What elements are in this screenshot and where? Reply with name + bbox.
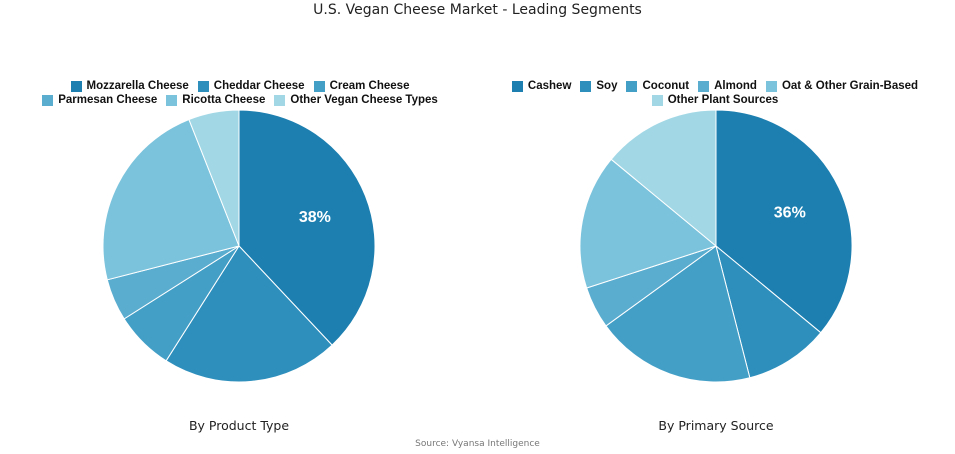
legend-item-mozzarella-cheese: Mozzarella Cheese	[70, 80, 189, 92]
legend-label: Almond	[714, 80, 757, 92]
legend-swatch	[651, 94, 663, 106]
legend-label: Soy	[596, 80, 618, 92]
legend-item-cashew: Cashew	[511, 80, 572, 92]
legend-item-almond: Almond	[698, 80, 757, 92]
pie-chart-product-type: 38%	[102, 109, 376, 383]
legend-label: Coconut	[642, 80, 690, 92]
pie-slice-cheddar-cheese	[165, 245, 333, 383]
legend-label: Other Plant Sources	[667, 94, 779, 106]
pie-chart-primary-source: 36%	[579, 109, 853, 383]
legend-label: Cashew	[527, 80, 572, 92]
pie-slice-coconut	[605, 245, 751, 383]
pie-slice-ricotta-cheese	[102, 118, 240, 281]
pie-slice-other-plant-sources	[610, 109, 717, 248]
legend-label: Mozzarella Cheese	[86, 80, 189, 92]
legend-item-coconut: Coconut	[626, 80, 689, 92]
legend-label: Cheddar Cheese	[213, 80, 305, 92]
legend-swatch	[580, 80, 592, 92]
legend-item-other-vegan-cheese-types: Other Vegan Cheese Types	[274, 94, 438, 106]
legend-item-other-plant-sources: Other Plant Sources	[651, 94, 779, 106]
axis-label-primary-source: By Primary Source	[658, 418, 774, 433]
legend-primary-source: Cashew Soy Coconut Almond Oat & Other Grain-…	[500, 80, 930, 106]
axis-label-product-type: By Product Type	[188, 418, 290, 433]
legend-label: Ricotta Cheese	[182, 94, 266, 106]
pie-slice-soy	[715, 244, 822, 379]
legend-item-parmesan-cheese: Parmesan Cheese	[42, 94, 157, 106]
legend-item-oat-and-other-grain-based: Oat & Other Grain-Based	[765, 80, 919, 92]
legend-item-soy: Soy	[580, 80, 617, 92]
legend-swatch	[166, 94, 178, 106]
legend-label: Cream Cheese	[329, 80, 410, 92]
legend-swatch	[70, 80, 82, 92]
legend-swatch	[313, 80, 325, 92]
legend-item-cheddar-cheese: Cheddar Cheese	[197, 80, 305, 92]
legend-item-ricotta-cheese: Ricotta Cheese	[166, 94, 265, 106]
pie-slice-other-vegan-cheese-types	[188, 109, 240, 247]
pie-slice-mozzarella-cheese	[238, 109, 376, 346]
legend-swatch	[698, 80, 710, 92]
pie-slice-cashew	[715, 109, 853, 334]
legend-label: Oat & Other Grain-Based	[781, 80, 919, 92]
legend-swatch	[765, 80, 777, 92]
legend-label: Other Vegan Cheese Types	[290, 94, 438, 106]
legend-swatch	[42, 94, 54, 106]
legend-swatch	[511, 80, 523, 92]
legend-swatch	[197, 80, 209, 92]
legend-label: Parmesan Cheese	[58, 94, 158, 106]
legend-product-type: Mozzarella Cheese Cheddar Cheese Cream Che…	[10, 80, 470, 106]
legend-item-cream-cheese: Cream Cheese	[313, 80, 410, 92]
legend-swatch	[626, 80, 638, 92]
legend-swatch	[274, 94, 286, 106]
pie-slice-oat-and-other-grain-based	[579, 158, 718, 289]
data-label-cashew: 36%	[774, 204, 806, 221]
source-note: Source: Vyansa Intelligence	[415, 439, 540, 449]
data-label-mozzarella-cheese: 38%	[299, 209, 331, 226]
chart-title: U.S. Vegan Cheese Market - Leading Segme…	[313, 2, 642, 18]
